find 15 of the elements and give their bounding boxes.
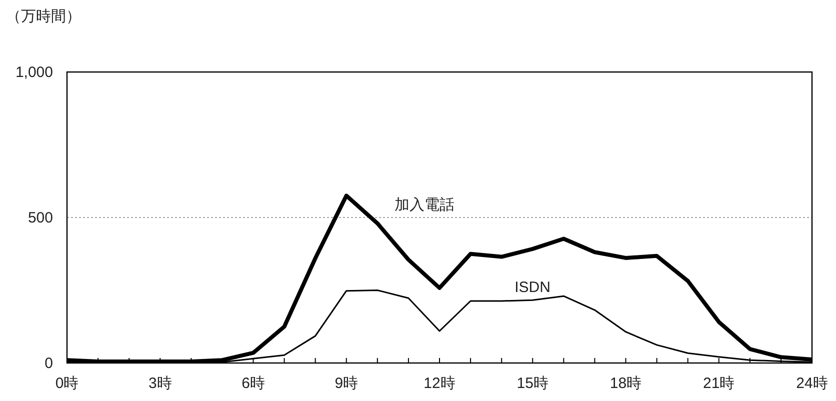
x-tick-label: 18時: [610, 375, 642, 392]
y-tick-label: 500: [28, 210, 53, 226]
y-axis-title: （万時間）: [6, 8, 81, 25]
y-tick-label: 0: [44, 355, 53, 372]
x-tick-label: 21時: [703, 375, 735, 392]
x-tick-label: 9時: [334, 375, 358, 392]
y-tick-label: 1,000: [15, 64, 53, 81]
x-tick-label: 3時: [148, 375, 172, 392]
x-tick-label: 6時: [242, 375, 265, 392]
series-label: ISDN: [514, 279, 550, 296]
x-tick-label: 12時: [424, 375, 456, 392]
series-label: 加入電話: [394, 196, 454, 214]
x-tick-label: 15時: [516, 375, 548, 392]
x-tick-label: 0時: [55, 375, 79, 392]
x-tick-label: 24時: [796, 375, 828, 392]
